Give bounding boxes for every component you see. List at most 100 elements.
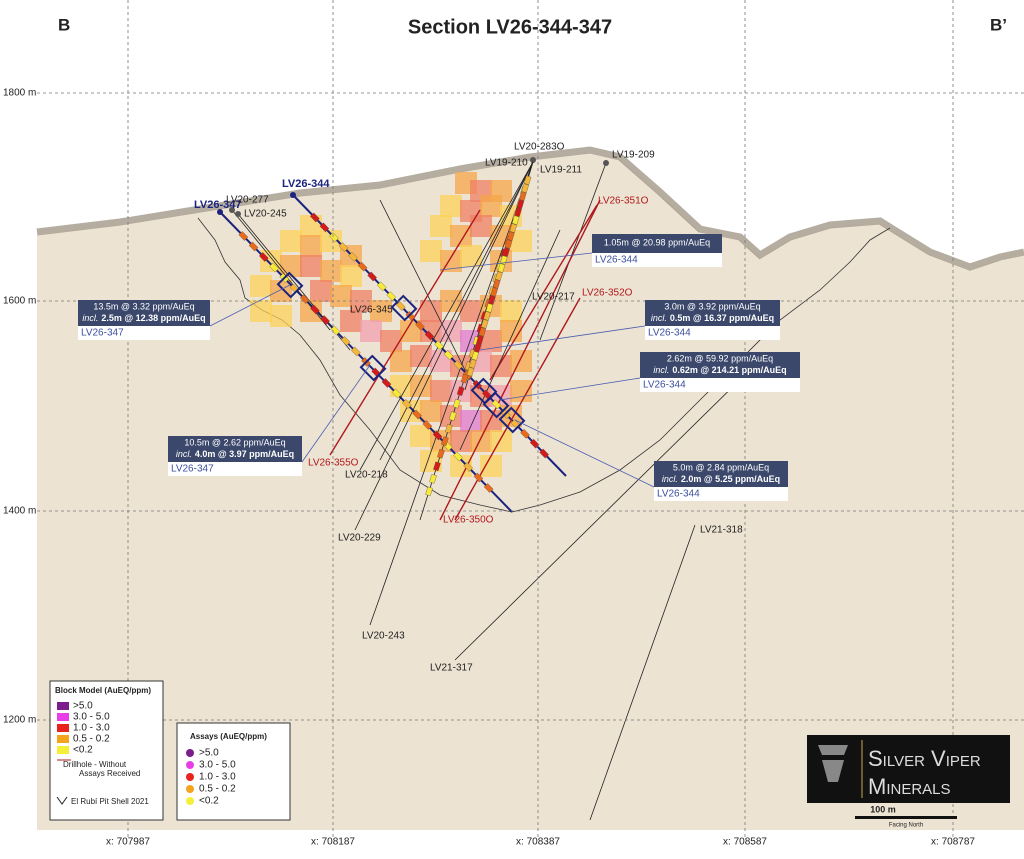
title: Section LV26-344-347	[408, 16, 612, 38]
callout-incl: incl. 4.0m @ 3.97 ppm/AuEq	[176, 449, 294, 459]
legend-dot	[186, 797, 194, 805]
block-cell	[340, 265, 362, 287]
leader-line	[514, 419, 655, 488]
legend-swatch	[57, 713, 69, 721]
logo-text: Silver Viper	[868, 746, 981, 771]
incl-label: incl.	[176, 449, 192, 459]
block-cell	[420, 240, 442, 262]
scale-facing: Facing North	[889, 823, 923, 829]
section-end-label: B	[58, 15, 70, 34]
assay-interval	[433, 461, 441, 472]
legend-item: Drillhole - Without	[63, 760, 127, 769]
assay-interval	[497, 263, 506, 273]
assay-interval	[471, 351, 479, 361]
legend-item: <0.2	[199, 796, 219, 807]
assay-interval	[425, 486, 433, 497]
overburden	[36, 146, 1024, 271]
legend-item: >5.0	[73, 701, 93, 712]
drillhole-trace	[454, 359, 761, 661]
drillhole-trace	[379, 161, 534, 461]
callout-hole-box	[168, 462, 302, 476]
legend-box	[176, 722, 291, 821]
callout-box	[640, 352, 800, 378]
legend-item: 3.0 - 5.0	[199, 760, 236, 771]
legend-dot	[186, 785, 194, 793]
assay-interval	[507, 231, 515, 241]
assay-interval	[248, 241, 259, 252]
callout-box	[168, 436, 302, 462]
block-cell	[500, 300, 522, 322]
drillhole-label: LV20-218	[345, 470, 388, 481]
callout-hole-box	[592, 253, 722, 267]
block-cell	[330, 285, 352, 307]
assay-interval	[502, 247, 510, 257]
block-cell	[480, 330, 502, 352]
callout-summary: 3.0m @ 3.92 ppm/AuEq	[664, 301, 760, 311]
block-cell	[320, 260, 342, 282]
assay-interval	[529, 438, 540, 449]
assay-interval	[259, 252, 269, 262]
assay-interval	[473, 343, 482, 353]
easting-label: x: 708187	[311, 837, 355, 848]
assay-interval	[269, 262, 279, 273]
scale-bar	[855, 816, 957, 819]
elevation-label: 1200 m	[3, 715, 36, 726]
drillhole-trace	[379, 199, 471, 381]
assay-interval	[443, 350, 454, 360]
drillhole-label: LV26-355O	[308, 458, 359, 469]
drillhole-label: LV21-318	[700, 525, 743, 536]
assay-interval	[432, 430, 443, 441]
callout-box	[645, 300, 780, 326]
callout-hole-box	[654, 487, 788, 501]
incl-label: incl.	[662, 474, 678, 484]
assay-interval	[386, 291, 397, 301]
callout-summary: 13.5m @ 3.32 ppm/AuEq	[93, 301, 194, 311]
drillhole-label: LV20-283O	[514, 142, 565, 153]
assay-interval	[320, 315, 330, 325]
drillhole-label: LV19-211	[540, 165, 582, 176]
block-cell	[420, 400, 442, 422]
callout-incl: incl. 0.62m @ 214.21 ppm/AuEq	[653, 365, 786, 375]
block-cell	[340, 310, 362, 332]
assay-interval	[523, 175, 532, 185]
assay-interval	[402, 399, 412, 409]
assay-interval	[437, 449, 445, 459]
legend-swatch	[57, 702, 69, 710]
assay-interval	[453, 451, 463, 462]
assay-interval	[473, 472, 484, 483]
block-cell	[430, 380, 452, 402]
drillhole-trace	[354, 161, 534, 531]
assay-interval	[495, 271, 503, 281]
assay-interval	[504, 239, 513, 249]
assay-interval	[415, 320, 425, 331]
assay-interval	[330, 325, 341, 336]
grid	[37, 0, 1024, 840]
assay-interval	[422, 420, 433, 430]
collar	[229, 207, 235, 213]
legend-swatch	[57, 746, 69, 754]
legends: Block Model (AuEQ/ppm)>5.03.0 - 5.01.0 -…	[49, 680, 291, 821]
assay-interval	[412, 409, 422, 420]
block-cell	[250, 275, 272, 297]
drillhole-label: LV19-210	[485, 158, 528, 169]
block-cell	[300, 235, 322, 257]
assay-interval	[490, 287, 498, 297]
block-cell	[360, 320, 382, 342]
block-cell	[370, 300, 392, 322]
incl-value: 2.5m @ 12.38 ppm/AuEq	[101, 313, 205, 323]
logo-icon	[818, 745, 848, 782]
callout-box	[592, 234, 722, 253]
elevation-label: 1600 m	[3, 296, 36, 307]
block-cell	[480, 455, 502, 477]
assay-interval	[319, 222, 330, 233]
section-end-label: B’	[990, 15, 1007, 34]
block-cell	[470, 215, 492, 237]
elevation-label: 1800 m	[3, 88, 36, 99]
assay-interval	[483, 311, 491, 321]
assay-interval	[429, 474, 437, 484]
leader-line	[499, 377, 641, 401]
legend-item: Assays Received	[79, 769, 140, 778]
highlight-box	[498, 406, 526, 434]
drillhole-label: LV26-351O	[598, 196, 649, 207]
logo-text: Minerals	[868, 774, 951, 799]
